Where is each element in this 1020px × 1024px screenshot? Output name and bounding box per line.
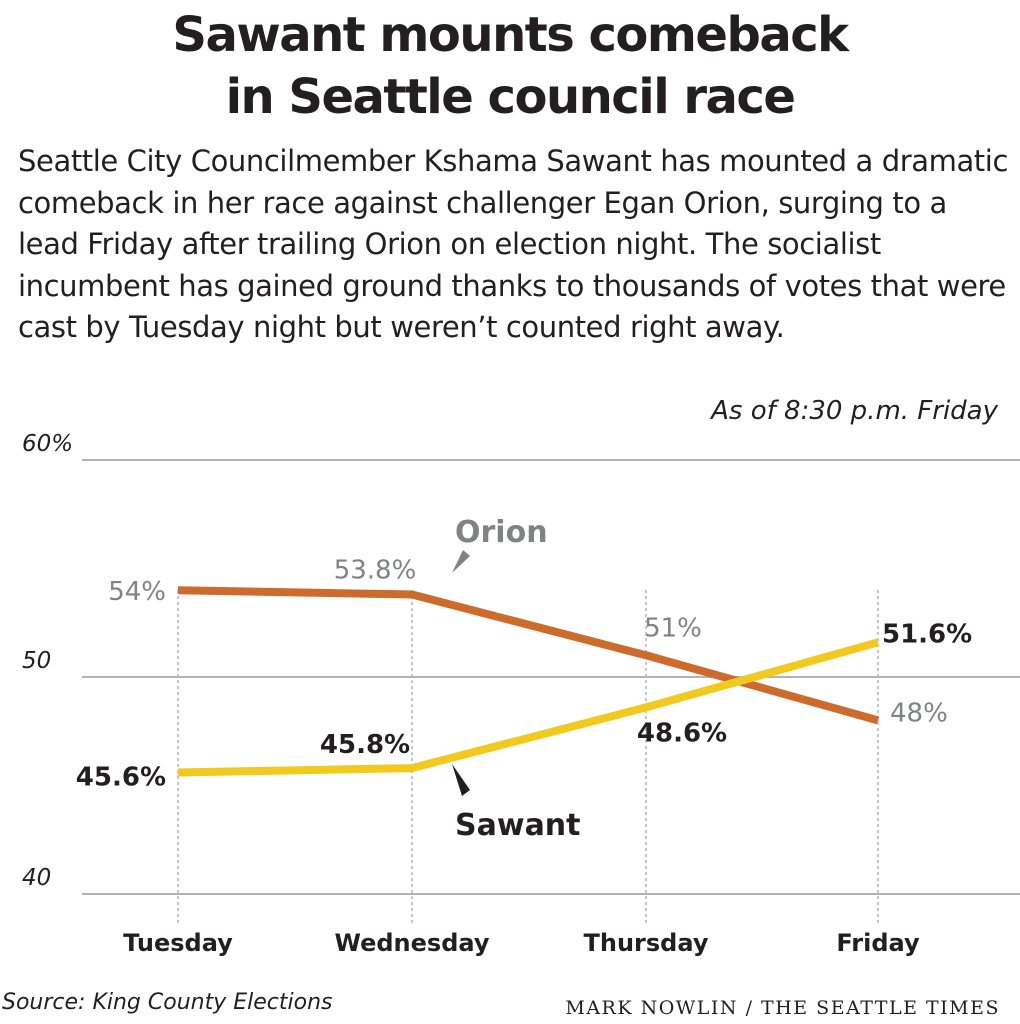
data-label: 48% bbox=[890, 698, 948, 728]
data-label-layer: 54% 53.8% 51% 48% 45.6% 45.8% 48.6% 51.6% bbox=[76, 556, 972, 793]
data-label: 45.6% bbox=[76, 762, 166, 792]
series-name-sawant: Sawant bbox=[455, 808, 581, 843]
line-chart: 54% 53.8% 51% 48% 45.6% 45.8% 48.6% 51.6% 60% 50… bbox=[22, 431, 1020, 957]
series-line-orion bbox=[177, 586, 880, 725]
title-line-2: in Seattle council race bbox=[225, 69, 796, 125]
intro-text: Seattle City Councilmember Kshama Sawant… bbox=[18, 144, 1008, 344]
series-name-layer: Orion Sawant bbox=[452, 515, 581, 843]
data-label: 51.6% bbox=[882, 619, 972, 649]
series-layer bbox=[177, 586, 880, 777]
as-of-note: As of 8:30 p.m. Friday bbox=[711, 396, 998, 426]
data-label: 48.6% bbox=[637, 718, 727, 748]
sawant-pointer bbox=[452, 764, 470, 796]
source-note: Source: King County Elections bbox=[2, 990, 333, 1015]
dropline-layer bbox=[177, 590, 879, 924]
x-tick-label: Tuesday bbox=[123, 929, 233, 957]
grid-layer bbox=[82, 459, 1020, 895]
data-label: 51% bbox=[644, 613, 702, 643]
title-line-1: Sawant mounts comeback bbox=[172, 7, 849, 63]
x-tick-label: Friday bbox=[836, 929, 920, 957]
data-label: 45.8% bbox=[320, 730, 410, 760]
chart-title: Sawant mounts comeback in Seattle counci… bbox=[0, 4, 1020, 128]
series-name-orion: Orion bbox=[455, 515, 548, 550]
axis-label-layer: 60% 50 40 Tuesday Wednesday Thursday Friday bbox=[22, 431, 920, 957]
orion-pointer bbox=[452, 550, 470, 573]
x-tick-label: Wednesday bbox=[334, 929, 489, 957]
x-tick-label: Thursday bbox=[584, 929, 709, 957]
y-tick-label: 40 bbox=[22, 865, 51, 891]
data-label: 53.8% bbox=[334, 556, 417, 586]
data-label: 54% bbox=[108, 577, 166, 607]
y-tick-label: 60% bbox=[22, 431, 73, 457]
y-tick-label: 50 bbox=[22, 648, 51, 674]
series-line-sawant bbox=[177, 638, 880, 777]
credit-line: MARK NOWLIN / THE SEATTLE TIMES bbox=[565, 997, 1000, 1019]
